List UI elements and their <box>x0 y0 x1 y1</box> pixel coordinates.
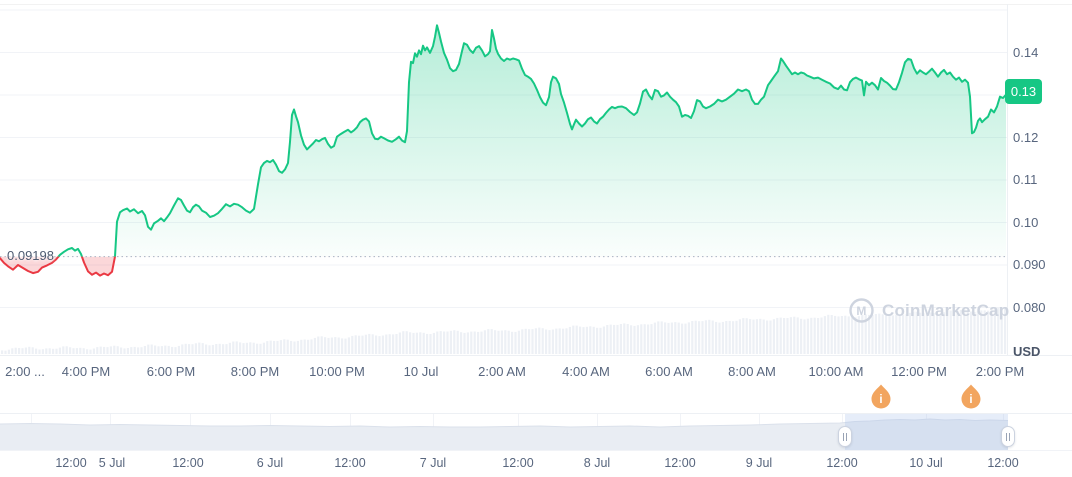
svg-text:i: i <box>879 394 882 406</box>
navigator-tick-label: 5 Jul <box>98 456 126 470</box>
navigator-handle-right[interactable] <box>1001 426 1015 447</box>
navigator-tick-label: 12:00 <box>826 456 858 470</box>
navigator-tick-label: 8 Jul <box>583 456 611 470</box>
coinmarketcap-watermark: M CoinMarketCap <box>848 297 1009 324</box>
x-axis-tick-label: 6:00 AM <box>645 364 693 379</box>
watermark-text: CoinMarketCap <box>882 300 1010 320</box>
x-axis-tick-label: 10 Jul <box>403 364 439 379</box>
x-axis-tick-label: 10:00 PM <box>309 364 365 379</box>
navigator-tick-label: 12:00 <box>172 456 204 470</box>
x-axis-tick-label: 2:00 AM <box>478 364 526 379</box>
svg-text:i: i <box>969 394 972 406</box>
navigator-tick-label: 12:00 <box>55 456 87 470</box>
navigator-tick-label: 10 Jul <box>909 456 943 470</box>
x-axis-tick-label: 2:00 PM <box>975 364 1025 379</box>
y-axis-tick-label: 0.11 <box>1013 172 1038 187</box>
navigator-tick-label: 12:00 <box>664 456 696 470</box>
baseline-price-label: 0.09198 <box>7 248 54 263</box>
coinmarketcap-logo-icon: M <box>849 298 874 323</box>
currency-unit-label: USD <box>1013 344 1041 359</box>
y-axis-tick-label: 0.090 <box>1013 257 1046 272</box>
x-axis-tick-label: 4:00 AM <box>562 364 610 379</box>
x-axis-tick-label: 6:00 PM <box>146 364 196 379</box>
navigator-handle-left[interactable] <box>838 426 852 447</box>
x-axis-tick-label: 4:00 PM <box>61 364 111 379</box>
x-axis-tick-label: 10:00 AM <box>808 364 864 379</box>
navigator-tick-label: 12:00 <box>334 456 366 470</box>
navigator-tick-label: 6 Jul <box>256 456 284 470</box>
x-axis-tick-label: 8:00 AM <box>728 364 776 379</box>
y-axis-tick-label: 0.080 <box>1013 299 1046 315</box>
current-price-badge: 0.13 <box>1005 79 1042 104</box>
navigator-tick-label: 9 Jul <box>745 456 773 470</box>
navigator-tick-label: 12:00 <box>987 456 1019 470</box>
x-axis-tick-label: 2:00 ... <box>5 364 45 379</box>
navigator-tick-label: 7 Jul <box>419 456 447 470</box>
navigator-tick-label: 12:00 <box>502 456 534 470</box>
svg-text:M: M <box>856 304 866 318</box>
y-axis-tick-label: 0.12 <box>1013 129 1039 145</box>
info-event-marker-icon[interactable]: i <box>959 382 983 415</box>
x-axis-tick-label: 12:00 PM <box>891 364 947 379</box>
x-axis-tick-label: 8:00 PM <box>230 364 280 379</box>
info-event-marker-icon[interactable]: i <box>869 382 893 415</box>
y-axis-tick-label: 0.14 <box>1013 44 1039 60</box>
y-axis-tick-label: 0.10 <box>1013 214 1039 230</box>
